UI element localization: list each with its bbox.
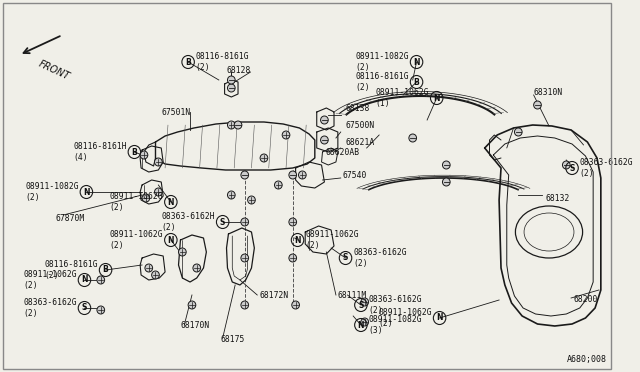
- Circle shape: [241, 254, 248, 262]
- Text: S: S: [358, 301, 364, 310]
- Text: 08911-1062G
(2): 08911-1062G (2): [109, 192, 163, 212]
- Circle shape: [152, 271, 159, 279]
- Text: 08116-8161G
(2): 08116-8161G (2): [355, 71, 409, 92]
- Text: FRONT: FRONT: [36, 59, 71, 82]
- Circle shape: [234, 121, 242, 129]
- Text: 68138: 68138: [346, 103, 370, 112]
- Circle shape: [275, 181, 282, 189]
- Text: B: B: [185, 58, 191, 67]
- Text: 08363-6162H
(2): 08363-6162H (2): [161, 212, 215, 232]
- Circle shape: [321, 136, 328, 144]
- Circle shape: [227, 191, 235, 199]
- Text: 08911-1062G
(1): 08911-1062G (1): [376, 87, 429, 108]
- Circle shape: [154, 158, 162, 166]
- Text: B: B: [102, 266, 108, 275]
- Circle shape: [97, 306, 104, 314]
- Text: 08116-8161G
(2): 08116-8161G (2): [44, 260, 98, 280]
- Circle shape: [140, 151, 148, 159]
- Circle shape: [292, 301, 300, 309]
- Text: 08911-1062G
(2): 08911-1062G (2): [109, 230, 163, 250]
- Text: 68620AB: 68620AB: [326, 148, 360, 157]
- Circle shape: [282, 131, 290, 139]
- Circle shape: [260, 154, 268, 162]
- Text: 68132: 68132: [545, 193, 570, 202]
- Circle shape: [248, 196, 255, 204]
- Text: 08911-1062G
(2): 08911-1062G (2): [23, 270, 77, 291]
- Text: N: N: [168, 235, 174, 244]
- Text: N: N: [81, 276, 88, 285]
- Circle shape: [321, 116, 328, 124]
- Text: B: B: [413, 77, 419, 87]
- Circle shape: [442, 178, 450, 186]
- Text: 08911-1062G
(2): 08911-1062G (2): [305, 230, 359, 250]
- Text: S: S: [570, 164, 575, 173]
- Circle shape: [142, 194, 150, 202]
- Text: N: N: [358, 321, 364, 330]
- Text: 08363-6162G
(2): 08363-6162G (2): [369, 295, 422, 315]
- Text: 08116-8161G
(2): 08116-8161G (2): [196, 52, 250, 73]
- Text: N: N: [168, 198, 174, 206]
- Text: S: S: [82, 304, 87, 312]
- Circle shape: [97, 276, 104, 284]
- Circle shape: [241, 218, 248, 226]
- Circle shape: [227, 76, 235, 84]
- Circle shape: [298, 171, 306, 179]
- Text: 08116-8161H
(4): 08116-8161H (4): [73, 142, 127, 163]
- Circle shape: [563, 161, 570, 169]
- Text: 67540: 67540: [342, 170, 367, 180]
- Circle shape: [227, 121, 235, 129]
- Circle shape: [179, 248, 186, 256]
- Text: 68200: 68200: [574, 295, 598, 305]
- Circle shape: [442, 161, 450, 169]
- Text: 08363-6162G
(2): 08363-6162G (2): [580, 158, 634, 179]
- Text: N: N: [294, 235, 301, 244]
- Circle shape: [515, 128, 522, 136]
- Text: 68621A: 68621A: [346, 138, 375, 147]
- Text: 67501N: 67501N: [161, 108, 191, 116]
- Circle shape: [188, 301, 196, 309]
- Text: 68310N: 68310N: [534, 87, 563, 96]
- Text: S: S: [343, 253, 348, 263]
- Text: A680;008: A680;008: [566, 355, 607, 364]
- Circle shape: [409, 134, 417, 142]
- Circle shape: [145, 264, 152, 272]
- Text: B: B: [131, 148, 137, 157]
- Circle shape: [154, 188, 162, 196]
- Circle shape: [193, 264, 200, 272]
- Circle shape: [361, 298, 369, 306]
- Text: 67500N: 67500N: [346, 121, 375, 129]
- Text: S: S: [220, 218, 225, 227]
- Circle shape: [289, 218, 296, 226]
- Text: 68172N: 68172N: [259, 291, 289, 299]
- Circle shape: [289, 171, 296, 179]
- Text: 08911-1082G
(2): 08911-1082G (2): [355, 52, 409, 73]
- Text: N: N: [83, 187, 90, 196]
- Circle shape: [227, 84, 235, 92]
- Text: 08363-6162G
(2): 08363-6162G (2): [353, 248, 407, 269]
- Circle shape: [361, 318, 369, 326]
- Text: 08911-1062G
(2): 08911-1062G (2): [378, 308, 432, 328]
- Text: 08363-6162G
(2): 08363-6162G (2): [23, 298, 77, 318]
- Circle shape: [241, 171, 248, 179]
- Text: N: N: [436, 314, 443, 323]
- Text: 68170N: 68170N: [180, 321, 210, 330]
- Circle shape: [241, 301, 248, 309]
- Text: 68128: 68128: [226, 65, 250, 74]
- Text: 08911-1082G
(2): 08911-1082G (2): [25, 182, 79, 202]
- Text: N: N: [433, 93, 440, 103]
- Text: 08911-1082G
(3): 08911-1082G (3): [369, 315, 422, 336]
- Text: 68175: 68175: [221, 336, 245, 344]
- Text: 67870M: 67870M: [56, 214, 85, 222]
- Text: N: N: [413, 58, 420, 67]
- Text: 68111M: 68111M: [338, 291, 367, 299]
- Circle shape: [534, 101, 541, 109]
- Circle shape: [289, 254, 296, 262]
